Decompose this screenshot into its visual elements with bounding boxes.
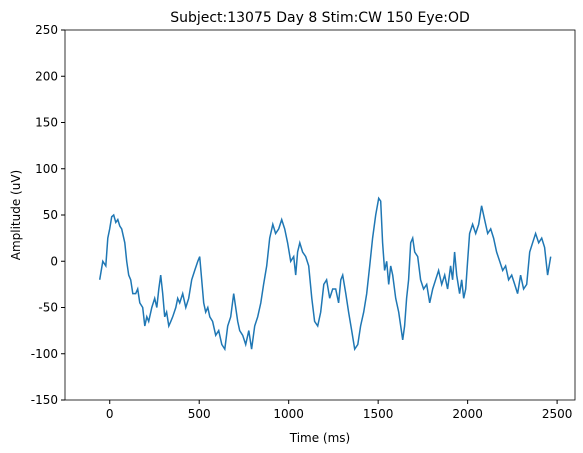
chart-title: Subject:13075 Day 8 Stim:CW 150 Eye:OD <box>170 10 470 26</box>
y-tick-label: 150 <box>35 116 58 130</box>
data-line <box>98 196 552 352</box>
y-tick-label: 250 <box>35 23 58 37</box>
plot-frame <box>64 29 576 401</box>
y-tick-label: 50 <box>43 208 58 222</box>
y-tick-label: -50 <box>38 301 58 315</box>
x-tick-label: 2500 <box>542 407 573 421</box>
x-tick-label: 0 <box>106 407 114 421</box>
x-axis-label: Time (ms) <box>289 431 351 445</box>
x-tick-label: 2000 <box>452 407 483 421</box>
y-tick-label: -100 <box>31 347 58 361</box>
x-tick-label: 1000 <box>273 407 304 421</box>
y-tick-label: 200 <box>35 69 58 83</box>
x-tick-label: 1500 <box>363 407 394 421</box>
y-tick-label: -150 <box>31 393 58 407</box>
x-tick-label: 500 <box>188 407 211 421</box>
y-tick-label: 0 <box>50 254 58 268</box>
y-tick-label: 100 <box>35 162 58 176</box>
y-axis-label: Amplitude (uV) <box>9 170 23 261</box>
